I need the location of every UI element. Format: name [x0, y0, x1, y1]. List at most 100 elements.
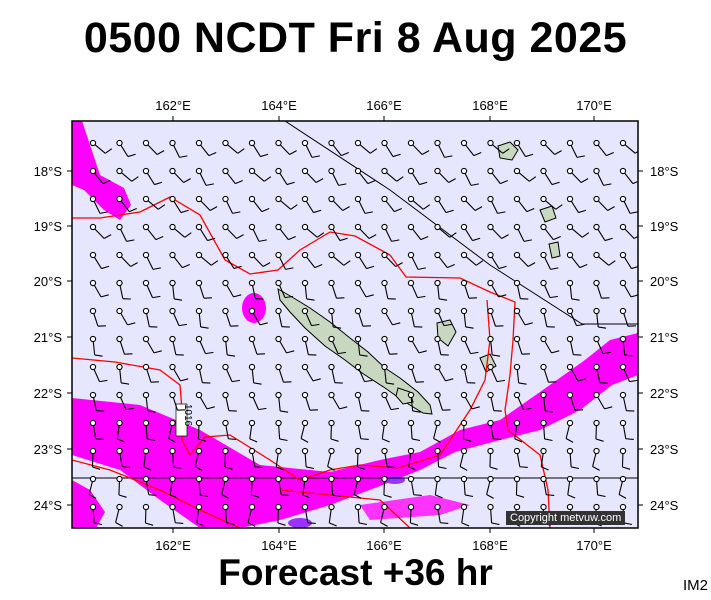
wind-barb — [434, 363, 454, 382]
wind-barb — [116, 363, 130, 385]
wind-barb — [222, 139, 245, 154]
wind-barb — [222, 307, 239, 327]
wind-barb — [168, 419, 176, 443]
wind-barb — [248, 363, 262, 385]
wind-barb — [169, 447, 182, 470]
wind-barb — [593, 223, 613, 242]
wind-barb — [434, 307, 452, 327]
wind-barb — [169, 475, 178, 499]
wind-barb — [540, 251, 559, 270]
wind-barb — [169, 335, 184, 356]
wind-barb — [513, 363, 527, 385]
wind-barb — [301, 447, 315, 470]
wind-barb — [169, 503, 184, 525]
lon-tick-label: 164°E — [261, 538, 297, 553]
wind-barb — [566, 251, 588, 269]
wind-barb — [116, 139, 136, 158]
rain-core — [385, 476, 405, 484]
wind-barb — [407, 475, 422, 497]
wind-barb — [407, 419, 421, 442]
wind-barb — [222, 167, 243, 185]
wind-barb — [89, 503, 103, 526]
rain-band-southwest — [72, 333, 638, 528]
wind-barb — [381, 195, 402, 213]
wind-barb — [566, 363, 586, 382]
wind-barb — [301, 167, 324, 183]
wind-barb — [328, 419, 339, 442]
wind-barb — [381, 363, 395, 385]
wind-barb — [540, 167, 560, 186]
wind-barb — [169, 391, 186, 411]
wind-barb — [381, 223, 400, 242]
wind-barb — [487, 195, 506, 214]
wind-barb — [275, 223, 296, 241]
wind-barb — [381, 139, 401, 158]
wind-barb — [593, 307, 607, 329]
wind-barb — [222, 279, 242, 298]
wind-barb — [116, 447, 131, 469]
wind-barb — [593, 475, 606, 498]
wind-barb — [248, 307, 268, 326]
wind-barb — [381, 307, 401, 326]
wind-barb — [328, 139, 349, 157]
wind-barb — [487, 139, 510, 154]
lat-tick-label: 19°S — [34, 219, 63, 234]
wind-barb — [353, 475, 362, 499]
wind-barb — [434, 503, 449, 525]
rain-patch-isolated — [242, 293, 266, 323]
wind-barb — [116, 307, 136, 326]
lat-tick-label: 19°S — [650, 219, 679, 234]
wind-barb — [195, 391, 215, 410]
wind-barb — [407, 503, 419, 526]
wind-barb — [142, 223, 164, 241]
wind-barb — [513, 139, 534, 158]
wind-barb — [540, 391, 554, 413]
wind-barb — [169, 139, 188, 158]
rain-band-southwest-edge — [72, 480, 105, 528]
wind-barb — [566, 167, 589, 183]
wind-barb — [275, 307, 290, 328]
wind-barb — [328, 223, 348, 242]
wind-barb — [275, 447, 284, 471]
lat-tick-label: 22°S — [34, 386, 63, 401]
wind-barb — [619, 195, 638, 214]
wind-barb — [460, 335, 479, 355]
wind-barb — [486, 475, 494, 499]
wind-barb — [301, 391, 318, 411]
wind-barb — [248, 419, 258, 443]
wind-barb — [487, 251, 507, 270]
wind-barb — [222, 391, 237, 412]
wind-barb — [195, 251, 219, 266]
wind-barb — [487, 363, 505, 383]
wind-barb — [195, 503, 205, 527]
isobar-label: 1016 — [182, 404, 193, 427]
wind-barb — [89, 307, 106, 327]
lon-tick-label: 168°E — [472, 98, 508, 113]
wind-barb — [619, 279, 638, 298]
wind-barb — [116, 335, 133, 355]
wind-barb — [434, 167, 456, 183]
wind-barb — [460, 139, 482, 157]
wind-barb — [327, 447, 335, 471]
wind-barb — [513, 475, 525, 498]
lat-tick-label: 21°S — [650, 330, 679, 345]
wind-barb — [434, 223, 457, 238]
wind-barb — [593, 363, 608, 384]
wind-barb — [195, 195, 218, 211]
wind-barb — [593, 251, 616, 266]
copyright-badge: Copyright metvuw.com — [506, 511, 626, 525]
wind-barb — [460, 391, 480, 410]
wind-barb — [275, 335, 295, 354]
wind-barb — [275, 251, 294, 270]
wind-barb — [116, 251, 138, 267]
wind-barb — [593, 167, 612, 186]
lon-tick-label: 170°E — [576, 98, 612, 113]
wind-barb — [275, 363, 292, 383]
wind-barb — [222, 363, 240, 383]
wind-barb — [222, 447, 233, 470]
lon-tick-label: 170°E — [576, 538, 612, 553]
wind-barb — [142, 447, 152, 471]
wind-barb — [513, 335, 530, 355]
wind-barb — [301, 251, 323, 269]
wind-barb — [619, 167, 638, 185]
